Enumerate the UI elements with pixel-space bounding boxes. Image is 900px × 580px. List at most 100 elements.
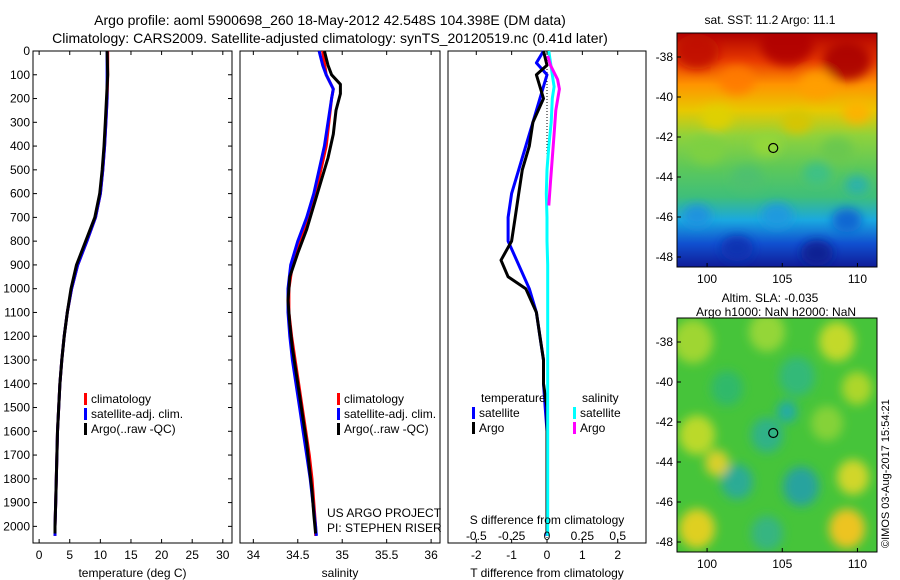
sst-map-xtick-label: 100	[697, 272, 717, 286]
sla-map-ytick-label: -38	[656, 335, 674, 349]
depth-tick-label: 1800	[3, 472, 30, 486]
temp-panel-frame	[32, 50, 233, 544]
depth-tick-label: 1400	[3, 377, 30, 391]
sst-map-ytick-label: -48	[656, 250, 674, 264]
pi-annotation: PI: STEPHEN RISER	[327, 521, 442, 535]
sst-blob	[731, 165, 763, 191]
sst-blob	[761, 33, 813, 66]
depth-tick-label: 1200	[3, 329, 30, 343]
sla-map-ytick-label: -42	[656, 415, 674, 429]
diff-xlabel: T difference from climatology	[470, 566, 624, 580]
temp-legend-1-label: satellite-adj. clim.	[91, 407, 183, 421]
sal-xtick-label: 36	[424, 548, 438, 562]
sla-blob	[721, 464, 753, 500]
depth-tick-label: 1900	[3, 496, 30, 510]
sla-blob	[751, 417, 783, 453]
sal-xtick-label: 34.5	[286, 548, 310, 562]
sla-blob	[677, 319, 713, 364]
depth-tick-label: 1700	[3, 448, 30, 462]
temp-series-satellite-adj-clim-	[53, 51, 109, 536]
diff-legend-t-argo-swatch	[472, 422, 475, 434]
diff-legend-t-satellite-label: satellite	[479, 406, 520, 420]
sla-blob	[819, 321, 855, 362]
sla-blob	[751, 515, 783, 551]
depth-tick-label: 100	[10, 68, 30, 82]
sst-blob	[719, 65, 755, 95]
depth-tick-label: 800	[10, 234, 30, 248]
temp-xtick-label: 20	[155, 548, 169, 562]
depth-tick-label: 1000	[3, 282, 30, 296]
sla-float-position-marker	[768, 427, 779, 439]
temp-legend-2-swatch	[84, 423, 87, 435]
temp-legend-2-label: Argo(..raw -QC)	[91, 422, 176, 436]
temp-series-argo-raw-qc-	[53, 50, 110, 534]
diff-series-s-argo	[546, 55, 561, 206]
diff-xtick-label: 1	[579, 548, 586, 562]
sla-map-ytick-label: -48	[656, 535, 674, 549]
diff-xtick-label: 2	[614, 548, 621, 562]
depth-tick-label: 500	[10, 163, 30, 177]
sla-blob	[679, 415, 715, 455]
sla-blob	[705, 449, 729, 477]
depth-tick-label: 300	[10, 115, 30, 129]
sla-map-ytick-label: -46	[656, 495, 674, 509]
sla-map-xtick-label: 105	[772, 557, 792, 571]
diff-s-tick-label: 0.5	[609, 529, 626, 543]
diff-legend-t-argo-label: Argo	[479, 421, 505, 435]
sst-blob	[803, 162, 831, 185]
sla-blob	[783, 466, 819, 507]
sst-map-ytick-label: -40	[656, 90, 674, 104]
sla-blob	[811, 405, 843, 441]
diff-legend-s-satellite-label: satellite	[580, 406, 621, 420]
depth-tick-label: 1500	[3, 401, 30, 415]
sst-map-ytick-label: -46	[656, 210, 674, 224]
sla-blob	[829, 508, 865, 549]
temp-xtick-label: 10	[94, 548, 108, 562]
sal-xtick-label: 35.5	[375, 548, 399, 562]
figure-title-line-2: Climatology: CARS2009. Satellite-adjuste…	[52, 30, 608, 46]
sst-map-image	[677, 33, 877, 267]
temp-legend-0-label: climatology	[91, 392, 151, 406]
sal-legend-1-label: satellite-adj. clim.	[344, 407, 436, 421]
depth-tick-label: 900	[10, 258, 30, 272]
sst-blob	[761, 202, 793, 229]
sst-map-ytick-label: -38	[656, 50, 674, 64]
sla-map-image	[677, 318, 877, 552]
diff-legend-title-salinity: salinity	[582, 391, 619, 405]
diff-series-t-argo	[499, 50, 549, 534]
temp-xtick-label: 0	[36, 548, 43, 562]
sst-blob	[823, 41, 871, 81]
sst-texture	[677, 33, 871, 266]
sla-blob	[837, 459, 869, 495]
sla-map-ytick-label: -40	[656, 375, 674, 389]
sst-blob	[753, 134, 781, 157]
temp-xtick-label: 30	[216, 548, 230, 562]
sla-blob	[779, 356, 815, 397]
diff-legend-s-argo-swatch	[573, 422, 576, 434]
sal-series-argo-raw-qc-	[286, 50, 342, 534]
depth-tick-label: 1300	[3, 353, 30, 367]
sla-blob	[711, 370, 743, 406]
diff-s-tick-label: -0.5	[466, 529, 487, 543]
sla-map-xtick-label: 110	[848, 557, 867, 571]
sal-legend-1-swatch	[337, 408, 340, 420]
depth-tick-label: 1100	[4, 305, 30, 319]
sla-map-title-line-2: Argo h1000: NaN h2000: NaN	[696, 305, 856, 319]
temp-xtick-label: 25	[186, 548, 200, 562]
sst-blob	[782, 109, 812, 134]
diff-legend-title-temperature: temperature	[481, 391, 546, 405]
sst-blob	[801, 240, 833, 266]
diff-s-xlabel: S difference from climatology	[470, 513, 625, 527]
temp-xtick-label: 15	[124, 548, 138, 562]
diff-xtick-label: 0	[544, 548, 551, 562]
figure-title-line-1: Argo profile: aoml 5900698_260 18-May-20…	[94, 12, 566, 28]
temp-legend-0-swatch	[84, 393, 87, 405]
diff-legend-t-satellite-swatch	[472, 407, 475, 419]
sst-blob	[677, 34, 719, 70]
sst-blob	[845, 175, 869, 195]
sal-legend-2-label: Argo(..raw -QC)	[344, 422, 429, 436]
sst-blob	[799, 70, 835, 99]
sla-map-xtick-label: 100	[697, 557, 717, 571]
depth-tick-label: 1600	[3, 424, 30, 438]
